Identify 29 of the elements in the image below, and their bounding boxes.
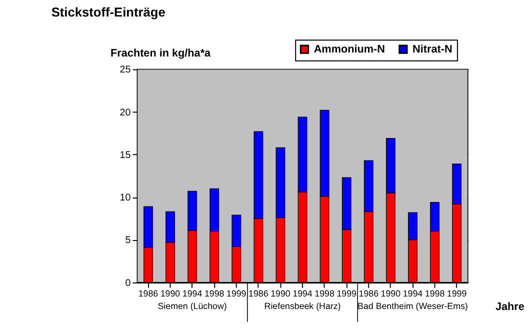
text: Siemen (Lüchow) [158, 301, 227, 312]
x-tick-label: 1990 [160, 288, 180, 299]
x-tick-label: 1994 [402, 288, 423, 299]
legend-label: Nitrat-N [412, 43, 452, 56]
text: Riefensbeek (Harz) [264, 301, 341, 312]
y-tick-label: 15 [120, 150, 132, 161]
text: Bad Bentheim (Weser-Ems) [358, 301, 468, 312]
chart-title: Stickstoff-Einträge [51, 4, 166, 20]
x-tick-label: 1998 [314, 288, 334, 299]
y-tick-label: 20 [120, 107, 132, 118]
y-tick-label: 25 [120, 64, 132, 76]
legend-label: Ammonium-N [314, 43, 386, 56]
x-axis-title: Jahre [495, 301, 524, 314]
y-tick-label: 0 [125, 278, 132, 289]
x-tick-label: 1998 [424, 288, 445, 299]
x-tick-label: 1990 [270, 288, 290, 299]
x-tick-label: 1986 [358, 288, 379, 299]
x-tick-label: 1998 [204, 288, 224, 299]
x-tick-label: 1999 [336, 288, 357, 299]
x-tick-label: 1986 [248, 288, 268, 299]
y-tick-label: 5 [125, 235, 132, 246]
y-axis-title: Frachten in kg/ha*a [110, 47, 212, 60]
x-tick-label: 1990 [380, 288, 401, 299]
x-tick-label: 1999 [446, 288, 467, 299]
x-tick-label: 1986 [138, 288, 158, 299]
x-tick-label: 1994 [182, 288, 202, 299]
x-tick-label: 1999 [226, 288, 246, 299]
y-tick-label: 10 [120, 192, 132, 204]
x-tick-label: 1994 [292, 288, 312, 299]
